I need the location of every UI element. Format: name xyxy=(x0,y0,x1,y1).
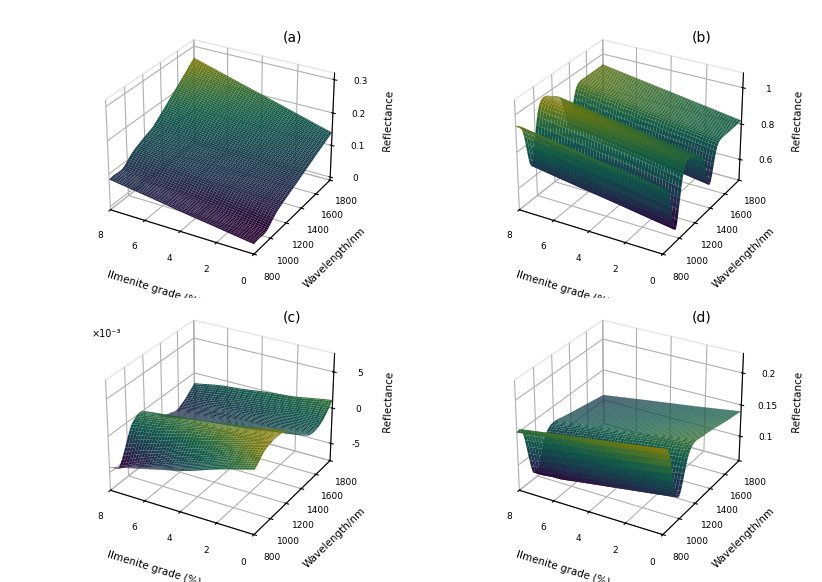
Y-axis label: Wavelength/nm: Wavelength/nm xyxy=(302,506,367,570)
Y-axis label: Wavelength/nm: Wavelength/nm xyxy=(710,225,776,290)
X-axis label: Ilmenite grade (%): Ilmenite grade (%) xyxy=(106,549,201,582)
Text: (a): (a) xyxy=(283,30,302,44)
Text: (d): (d) xyxy=(691,311,711,325)
X-axis label: Ilmenite grade (%): Ilmenite grade (%) xyxy=(515,549,611,582)
X-axis label: Ilmenite grade (%): Ilmenite grade (%) xyxy=(106,269,201,307)
Text: ×10⁻³: ×10⁻³ xyxy=(91,328,121,339)
X-axis label: Ilmenite grade (%): Ilmenite grade (%) xyxy=(515,269,611,307)
Text: (b): (b) xyxy=(691,30,711,44)
Y-axis label: Wavelength/nm: Wavelength/nm xyxy=(302,225,367,290)
Text: (c): (c) xyxy=(283,311,301,325)
Y-axis label: Wavelength/nm: Wavelength/nm xyxy=(710,506,776,570)
